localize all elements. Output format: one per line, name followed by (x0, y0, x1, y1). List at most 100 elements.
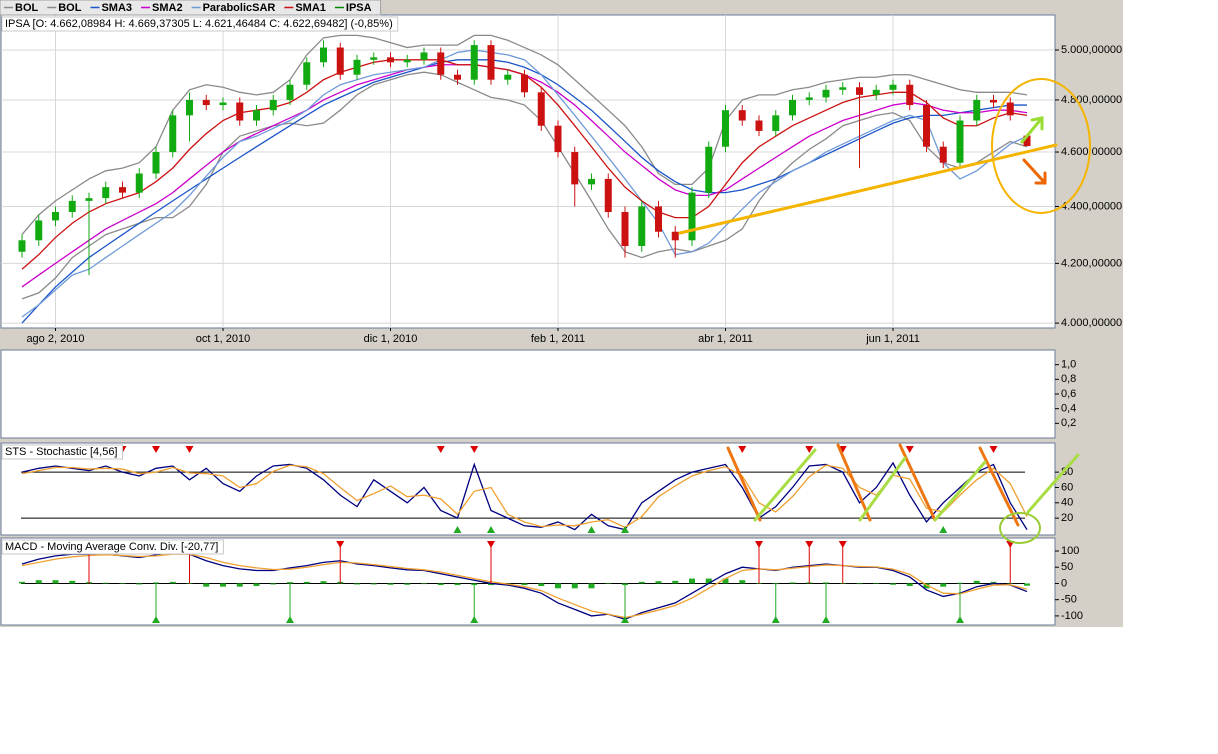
histogram-bar (320, 581, 327, 584)
candle-body (437, 52, 445, 75)
up-arrow (1020, 116, 1044, 144)
title-box (1, 444, 123, 460)
candle-body (336, 47, 344, 75)
candle-body (52, 212, 59, 221)
histogram-bar (839, 583, 846, 584)
buy-marker (771, 616, 780, 623)
y-tick-label: -50 (1061, 594, 1077, 606)
x-tick-label: jun 1, 2011 (865, 333, 920, 345)
histogram-bar (571, 583, 578, 589)
histogram-bar (789, 582, 796, 584)
sell-marker (185, 446, 194, 453)
buy-marker (939, 526, 948, 533)
histogram-bar (69, 580, 76, 584)
candle-body (320, 47, 327, 63)
buy-marker (453, 526, 462, 533)
histogram-bar (236, 583, 243, 587)
histogram-bar (1024, 583, 1030, 586)
y-tick-label: 0,2 (1061, 417, 1076, 429)
histogram-bar (973, 580, 980, 584)
buy-marker (470, 616, 479, 623)
candle-body (990, 99, 997, 103)
y-tick-label: 100 (1061, 545, 1079, 557)
drawn-stroke (858, 456, 907, 522)
histogram-bar (689, 578, 695, 584)
candle-body (35, 220, 43, 241)
sell-marker (487, 541, 495, 548)
y-tick-label: 0,4 (1061, 403, 1076, 415)
candle-body (956, 120, 964, 163)
legend-label: ParabolicSAR (203, 2, 276, 14)
histogram-bar (1007, 583, 1014, 584)
histogram-bar (153, 582, 159, 584)
buy-marker (587, 526, 596, 533)
candle-body (403, 59, 411, 63)
legend-label: BOL (15, 2, 39, 14)
histogram-bar (940, 583, 947, 587)
drawn-stroke (726, 446, 762, 522)
x-tick-label: ago 2, 2010 (26, 333, 84, 345)
panel: 1,0 0,8 0,6 0,4 0,2 (0, 349, 1076, 439)
histogram-bar (437, 583, 444, 586)
histogram-bar (521, 583, 528, 586)
buy-marker (152, 616, 160, 623)
y-tick-label: -100 (1061, 610, 1083, 622)
histogram-bar (705, 578, 712, 584)
candle-body (420, 52, 428, 60)
candle-body (18, 240, 26, 252)
candle-body (755, 120, 763, 131)
y-tick-label: 50 (1061, 561, 1073, 573)
histogram-bar (270, 583, 277, 585)
buy-marker (487, 526, 495, 533)
histogram-bar (220, 583, 226, 587)
candle-body (504, 74, 512, 80)
histogram-bar (638, 581, 645, 584)
histogram-bar (890, 583, 896, 585)
panel: 4.000,00000 4.200,00000 4.400,00000 4.600,0… (0, 14, 1122, 345)
histogram-bar (739, 580, 746, 584)
series-line (21, 34, 1028, 236)
histogram-bar (722, 578, 729, 584)
legend-label: BOL (58, 2, 82, 14)
histogram-bar (169, 581, 176, 584)
candle-body (253, 110, 260, 121)
sell-marker (989, 446, 998, 453)
sell-marker (336, 541, 345, 548)
candle-body (772, 115, 780, 131)
buy-marker (956, 616, 964, 623)
candle-body (621, 212, 629, 247)
histogram-bar (370, 583, 377, 585)
histogram-bar (906, 583, 913, 587)
candle-body (872, 89, 880, 95)
candle-body (370, 57, 378, 60)
candle-body (638, 206, 646, 247)
candle-body (85, 198, 93, 201)
legend-label: SMA1 (295, 2, 326, 14)
candle-body (923, 105, 930, 147)
histogram-bar (19, 581, 25, 584)
y-tick-label: 0 (1061, 577, 1067, 589)
candle-body (102, 187, 110, 199)
histogram-bar (605, 583, 612, 584)
candle-body (470, 45, 478, 80)
candle-body (604, 178, 612, 213)
series-line (21, 464, 1028, 529)
histogram-bar (957, 582, 963, 584)
candle-body (152, 152, 160, 174)
candle-body (135, 173, 143, 193)
x-tick-label: abr 1, 2011 (698, 333, 753, 345)
y-tick-label: 4.400,00000 (1061, 200, 1122, 212)
candle-body (186, 99, 193, 116)
y-tick-label: 60 (1061, 481, 1073, 493)
candle-body (487, 45, 495, 80)
x-tick-label: oct 1, 2010 (196, 333, 250, 345)
histogram-bar (102, 582, 109, 584)
candle-body (705, 146, 713, 193)
histogram-bar (404, 583, 411, 585)
candle-body (353, 59, 361, 75)
candle-body (571, 152, 579, 185)
y-tick-label: 4.200,00000 (1061, 257, 1122, 269)
plot-area (0, 14, 1056, 329)
histogram-bar (421, 583, 427, 585)
